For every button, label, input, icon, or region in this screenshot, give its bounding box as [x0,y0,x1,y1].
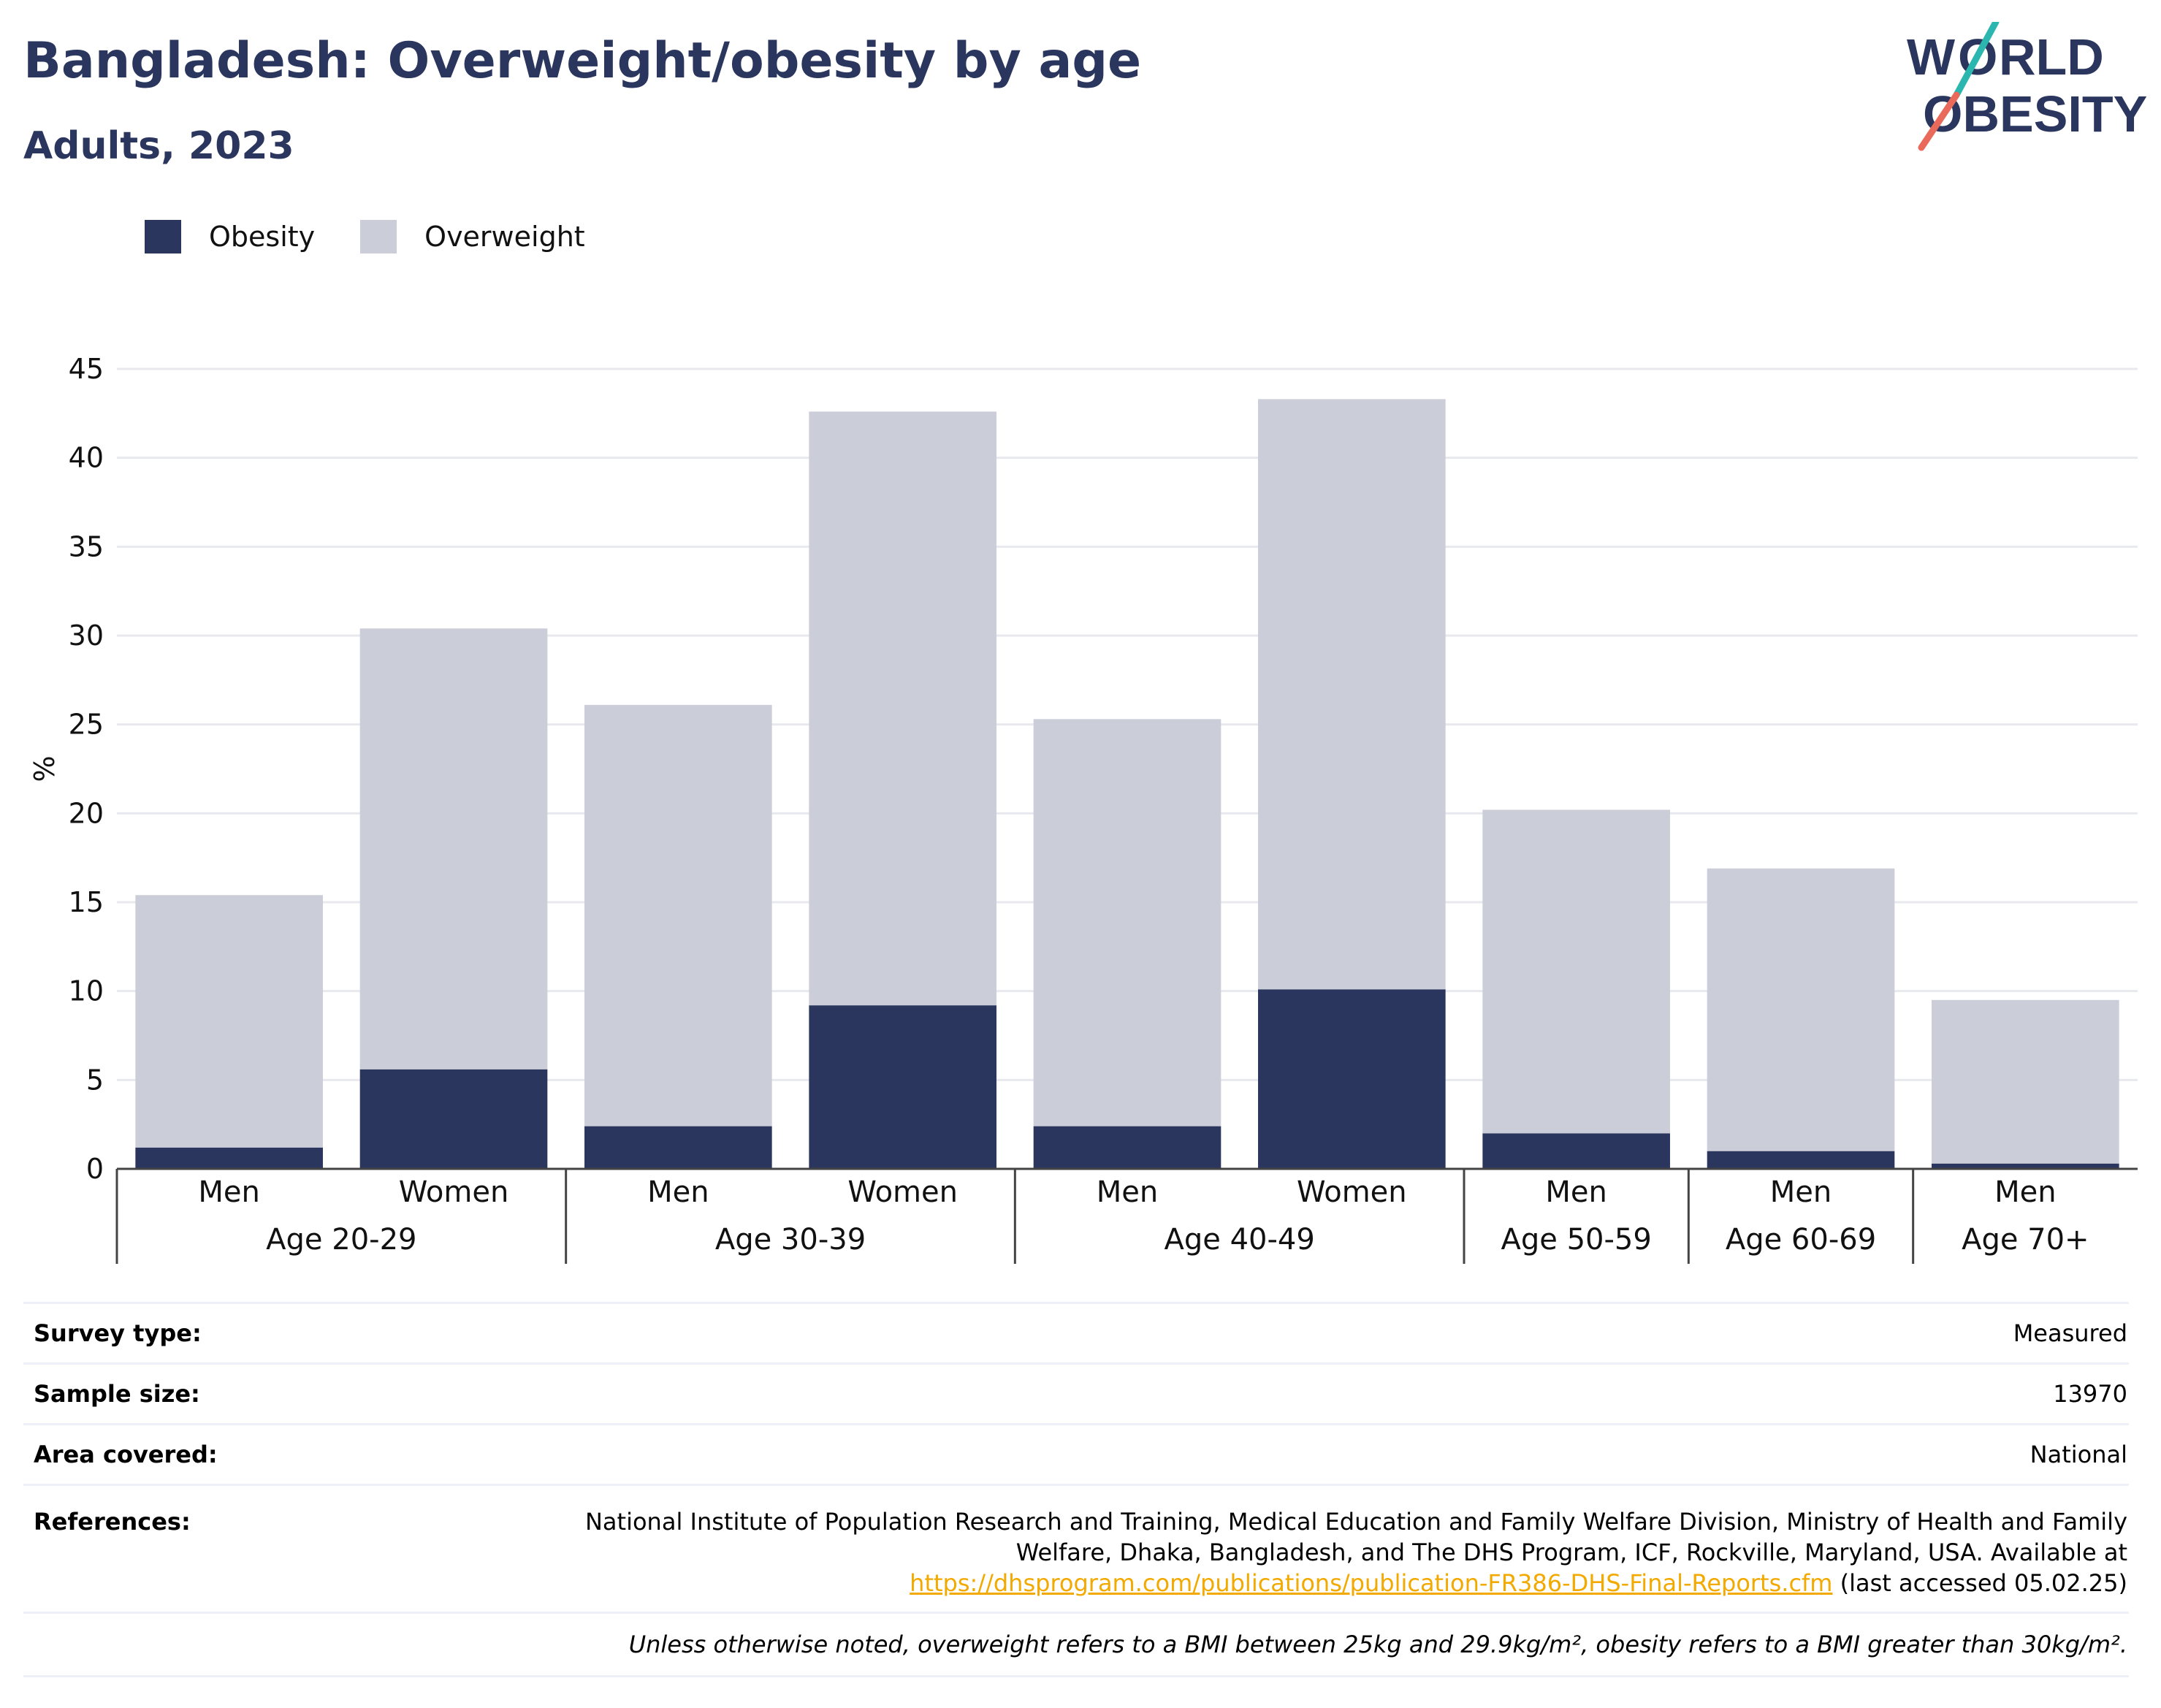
page-title: Bangladesh: Overweight/obesity by age [23,32,1142,90]
x-group-label: Age 50-59 [1501,1223,1652,1257]
page-subtitle: Adults, 2023 [23,124,294,168]
bar-overweight [1932,999,2119,1164]
x-category-label: Women [847,1175,958,1209]
y-tick-label: 10 [69,975,104,1007]
survey-type-value: Measured [2013,1319,2127,1347]
survey-info-table: Survey type: Measured Sample size: 13970… [23,1302,2129,1677]
y-tick-label: 45 [69,353,104,385]
legend-swatch-obesity [145,220,181,253]
references-link[interactable]: https://dhsprogram.com/publications/publ… [910,1569,1833,1597]
y-tick-label: 5 [86,1064,104,1096]
references-value: National Institute of Population Researc… [520,1506,2129,1598]
x-category-label: Men [1994,1175,2056,1209]
bar-overweight [1033,719,1221,1126]
bmi-definition-note: Unless otherwise noted, overweight refer… [23,1612,2129,1677]
x-group-label: Age 60-69 [1726,1223,1876,1257]
x-group-label: Age 20-29 [266,1223,416,1257]
sample-size-label: Sample size: [34,1380,200,1408]
references-label: References: [34,1508,191,1536]
bar-obesity [1707,1151,1895,1169]
bar-obesity [809,1005,996,1169]
bar-obesity [1932,1163,2119,1169]
x-category-label: Women [399,1175,509,1209]
x-category-label: Men [1545,1175,1607,1209]
area-covered-label: Area covered: [34,1441,218,1468]
references-line-2: Welfare, Dhaka, Bangladesh, and The DHS … [1015,1539,2127,1566]
info-row-references: References: National Institute of Popula… [23,1484,2129,1612]
y-tick-label: 0 [86,1153,104,1185]
bar-overweight [135,895,323,1148]
bar-obesity [584,1126,772,1169]
svg-text:OBESITY: OBESITY [1923,85,2147,142]
legend-label-obesity: Obesity [209,221,316,253]
x-group-label: Age 30-39 [715,1223,866,1257]
legend-swatch-overweight [360,220,397,253]
y-tick-label: 25 [69,709,104,741]
x-category-label: Men [1770,1175,1832,1209]
bar-overweight [584,704,772,1126]
bar-obesity [135,1147,323,1169]
references-line-1: National Institute of Population Researc… [584,1508,2127,1536]
y-axis-label: % [28,755,61,782]
bar-overweight [809,411,996,1006]
bar-overweight [1482,809,1670,1134]
legend-label-overweight: Overweight [424,221,585,253]
x-category-label: Men [1097,1175,1158,1209]
y-tick-label: 30 [69,619,104,652]
info-row-area: Area covered: National [23,1423,2129,1484]
x-group-label: Age 70+ [1962,1223,2089,1257]
info-row-sample-size: Sample size: 13970 [23,1362,2129,1423]
bar-overweight [1258,399,1446,990]
svg-text:W: W [1907,28,1955,85]
area-covered-value: National [2029,1441,2127,1468]
x-category-label: Women [1297,1175,1407,1209]
x-category-label: Men [198,1175,259,1209]
y-tick-label: 40 [69,442,104,474]
sample-size-value: 13970 [2053,1380,2127,1408]
x-group-label: Age 40-49 [1165,1223,1315,1257]
bar-obesity [359,1069,548,1169]
bar-obesity [1033,1126,1221,1169]
y-tick-label: 20 [69,797,104,829]
y-tick-label: 35 [69,530,104,563]
bar-overweight [1707,868,1895,1151]
x-category-label: Men [647,1175,709,1209]
bar-obesity [1258,989,1446,1169]
references-suffix: (last accessed 05.02.25) [1832,1569,2127,1597]
svg-text:RLD: RLD [1999,28,2104,85]
y-tick-label: 15 [69,886,104,918]
references-line-3: https://dhsprogram.com/publications/publ… [520,1568,2127,1598]
survey-type-label: Survey type: [34,1319,202,1347]
bar-overweight [359,628,548,1070]
stacked-bar-chart: 0 5 10 15 20 25 30 35 40 45% Men Women Men Women Men Wo… [28,353,2138,1264]
world-obesity-logo: W O RLD OBESITY [1907,22,2147,151]
chart-legend: Obesity Overweight [145,216,630,257]
info-row-survey-type: Survey type: Measured [23,1302,2129,1362]
bar-obesity [1482,1133,1670,1169]
